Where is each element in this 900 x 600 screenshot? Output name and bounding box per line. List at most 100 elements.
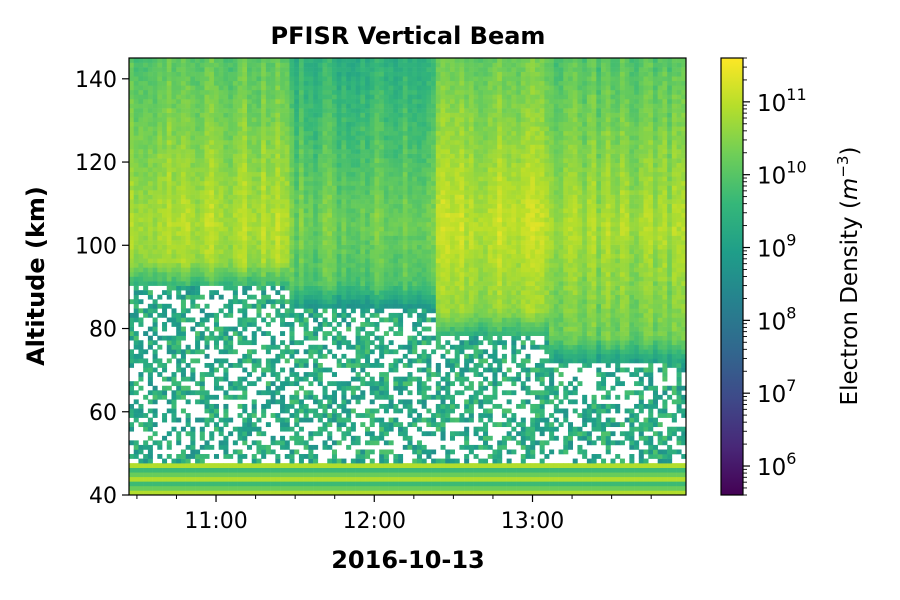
heatmap-cell — [317, 271, 323, 277]
heatmap-cell — [251, 358, 257, 364]
heatmap-cell — [152, 262, 158, 268]
heatmap-cell — [228, 117, 234, 123]
heatmap-cell — [157, 440, 163, 446]
heatmap-cell — [176, 176, 182, 182]
heatmap-cell — [275, 276, 281, 282]
heatmap-cell — [261, 171, 267, 177]
heatmap-cell — [166, 208, 172, 214]
heatmap-cell — [284, 285, 290, 291]
heatmap-cell — [280, 103, 286, 109]
heatmap-cell — [133, 463, 139, 468]
heatmap-cell — [407, 217, 413, 223]
heatmap-cell — [303, 490, 309, 496]
heatmap-cell — [346, 281, 352, 286]
heatmap-cell — [346, 98, 352, 104]
heatmap-cell — [426, 253, 432, 259]
heatmap-cell — [341, 176, 347, 182]
heatmap-cell — [251, 112, 257, 118]
heatmap-cell — [350, 94, 356, 100]
heatmap-cell — [388, 176, 394, 182]
heatmap-cell — [416, 440, 422, 446]
heatmap-cell — [204, 312, 210, 318]
heatmap-cell — [369, 312, 375, 318]
heatmap-cell — [209, 80, 215, 86]
heatmap-cell — [398, 85, 404, 91]
heatmap-cell — [166, 485, 172, 491]
heatmap-cell — [152, 481, 158, 487]
heatmap-cell — [298, 472, 304, 478]
heatmap-cell — [180, 376, 186, 382]
heatmap-cell — [157, 472, 163, 478]
heatmap-cell — [251, 271, 257, 277]
heatmap-cell — [138, 135, 144, 141]
heatmap-cell — [157, 481, 163, 487]
heatmap-cell — [228, 139, 234, 145]
heatmap-cell — [308, 103, 314, 109]
heatmap-cell — [180, 294, 186, 300]
heatmap-cell — [195, 230, 201, 236]
heatmap-cell — [393, 80, 399, 86]
heatmap-cell — [421, 399, 427, 405]
heatmap-cell — [138, 449, 144, 455]
heatmap-cell — [251, 276, 257, 282]
heatmap-cell — [346, 344, 352, 350]
heatmap-cell — [171, 67, 177, 72]
heatmap-cell — [218, 326, 224, 332]
heatmap-cell — [317, 476, 323, 482]
heatmap-cell — [393, 176, 399, 182]
heatmap-cell — [365, 372, 371, 377]
heatmap-cell — [355, 180, 361, 186]
heatmap-cell — [341, 240, 347, 245]
heatmap-cell — [162, 80, 168, 86]
heatmap-cell — [176, 385, 182, 391]
heatmap-cell — [129, 103, 135, 109]
heatmap-cell — [416, 367, 422, 373]
heatmap-cell — [322, 62, 328, 68]
heatmap-cell — [199, 158, 205, 163]
heatmap-cell — [218, 180, 224, 186]
heatmap-cell — [180, 390, 186, 396]
heatmap-cell — [157, 390, 163, 396]
heatmap-cell — [398, 290, 404, 296]
heatmap-cell — [350, 458, 356, 464]
heatmap-cell — [280, 112, 286, 118]
heatmap-cell — [275, 158, 281, 163]
heatmap-cell — [331, 226, 337, 232]
heatmap-cell — [412, 253, 418, 259]
heatmap-cell — [199, 372, 205, 377]
heatmap-cell — [185, 349, 191, 355]
heatmap-cell — [412, 112, 418, 118]
heatmap-cell — [369, 253, 375, 259]
heatmap-cell — [204, 108, 210, 113]
heatmap-cell — [294, 121, 300, 127]
heatmap-cell — [223, 467, 229, 473]
heatmap-cell — [152, 135, 158, 141]
heatmap-cell — [355, 126, 361, 132]
heatmap-cell — [298, 149, 304, 154]
heatmap-cell — [346, 240, 352, 245]
heatmap-cell — [176, 458, 182, 464]
heatmap-cell — [360, 467, 366, 473]
heatmap-cell — [147, 422, 153, 428]
heatmap-cell — [350, 467, 356, 473]
heatmap-cell — [416, 413, 422, 418]
heatmap-cell — [213, 108, 219, 113]
heatmap-cell — [327, 290, 333, 296]
heatmap-cell — [402, 230, 408, 236]
heatmap-cell — [251, 467, 257, 473]
heatmap-cell — [275, 85, 281, 91]
heatmap-cell — [176, 121, 182, 127]
heatmap-cell — [280, 71, 286, 77]
heatmap-cell — [374, 358, 380, 364]
heatmap-cell — [317, 158, 323, 163]
heatmap-cell — [303, 317, 309, 323]
heatmap-cell — [209, 108, 215, 113]
heatmap-cell — [166, 153, 172, 159]
heatmap-cell — [298, 490, 304, 496]
heatmap-cell — [209, 362, 215, 368]
heatmap-cell — [294, 317, 300, 323]
heatmap-cell — [138, 162, 144, 168]
heatmap-cell — [213, 226, 219, 232]
heatmap-cell — [143, 89, 149, 95]
heatmap-cell — [360, 276, 366, 282]
